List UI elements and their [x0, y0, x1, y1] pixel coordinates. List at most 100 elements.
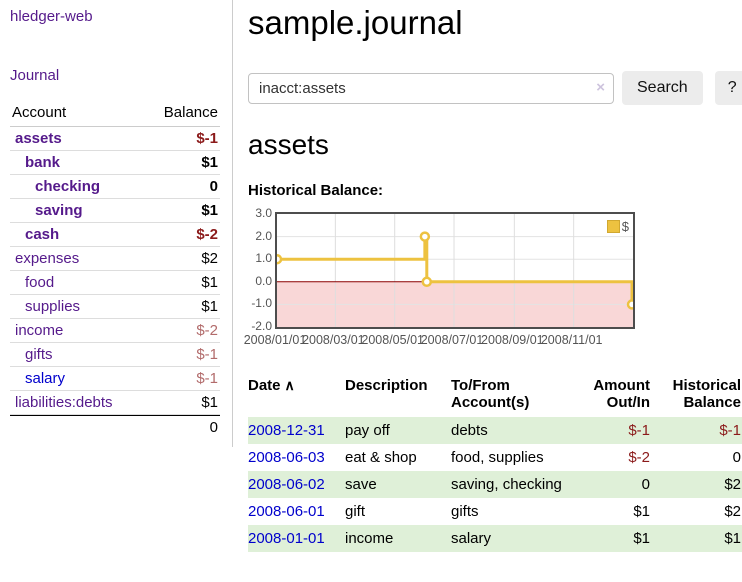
y-tick-label: 3.0 — [255, 206, 272, 220]
account-balance: $1 — [201, 394, 218, 411]
account-rows: assets $-1 bank $1 checking 0 saving $1 cash $-2 e… — [10, 127, 220, 415]
transaction-accounts: gifts — [451, 503, 479, 520]
account-table-header: Account Balance — [10, 100, 220, 127]
balance-column-header-register: Historical Balance — [672, 377, 741, 411]
transaction-balance: $2 — [724, 476, 741, 493]
account-row: cash $-2 — [10, 223, 220, 247]
account-balance: $-2 — [196, 322, 218, 339]
account-link-cash[interactable]: cash — [25, 226, 60, 243]
transaction-amount: $-2 — [628, 449, 650, 466]
account-link-checking[interactable]: checking — [35, 178, 101, 195]
account-row: liabilities:debts $1 — [10, 391, 220, 415]
account-link-saving[interactable]: saving — [35, 202, 83, 219]
chart-x-axis: 2008/01/01 2008/03/01 2008/05/01 2008/07/01… — [244, 333, 635, 349]
historical-balance-chart: 3.0 2.0 1.0 0.0 -1.0 -2.0 $ 2008/01/01 2008/03… — [244, 206, 742, 353]
search-bar: × Search ? — [248, 71, 742, 105]
account-column-header: Account — [12, 104, 67, 121]
transaction-accounts: salary — [451, 530, 492, 547]
account-row: checking 0 — [10, 175, 220, 199]
transaction-description: income — [345, 530, 394, 547]
sidebar: hledger-web Journal Account Balance asse… — [0, 0, 233, 447]
account-row: income $-2 — [10, 319, 220, 343]
amount-column-header: Amount Out/In — [593, 377, 650, 411]
x-tick-label: 2008/11/01 — [540, 333, 603, 347]
chart-svg — [277, 214, 633, 327]
account-link-salary[interactable]: salary — [25, 370, 66, 387]
account-balance: $-1 — [196, 346, 218, 363]
transaction-balance: $-1 — [719, 422, 741, 439]
page-title: sample.journal — [248, 4, 463, 41]
account-balance: 0 — [209, 178, 218, 195]
transaction-date-link[interactable]: 2008-06-01 — [248, 503, 325, 520]
account-balance-table: Account Balance assets $-1 bank $1 checking 0… — [10, 100, 220, 439]
clear-search-icon[interactable]: × — [596, 78, 605, 96]
main-content: sample.journal × Search ? assets Histori… — [244, 0, 742, 552]
account-link-gifts[interactable]: gifts — [25, 346, 53, 363]
balance-column-header: Balance — [163, 104, 218, 121]
account-balance: $1 — [201, 154, 218, 171]
chart-plot-area[interactable]: $ — [275, 212, 635, 329]
register-header-row: Date ∧ Description To/From Account(s) Amo… — [248, 375, 742, 417]
account-balance: $1 — [201, 274, 218, 291]
account-link-food[interactable]: food — [25, 274, 55, 291]
register-table: Date ∧ Description To/From Account(s) Amo… — [248, 375, 742, 552]
x-tick-label: 2008/05/01 — [361, 333, 424, 347]
transaction-balance: $1 — [724, 530, 741, 547]
search-input[interactable] — [248, 72, 614, 104]
account-total-row: 0 — [10, 415, 220, 439]
account-link-supplies[interactable]: supplies — [25, 298, 81, 315]
account-row: gifts $-1 — [10, 343, 220, 367]
transaction-description: eat & shop — [345, 449, 417, 466]
transaction-description: gift — [345, 503, 366, 520]
account-link-bank[interactable]: bank — [25, 154, 61, 171]
y-tick-label: -1.0 — [251, 296, 272, 311]
y-tick-label: 0.0 — [255, 273, 272, 288]
x-tick-label: 2008/09/01 — [481, 333, 544, 347]
account-heading: assets — [248, 129, 329, 160]
account-row: bank $1 — [10, 151, 220, 175]
account-link-liabilities-debts[interactable]: liabilities:debts — [15, 394, 113, 411]
x-tick-label: 2008/03/01 — [302, 333, 365, 347]
accounts-column-header: To/From Account(s) — [451, 377, 530, 411]
y-tick-label: 1.0 — [255, 251, 272, 266]
legend-series-swatch — [606, 220, 620, 233]
account-balance: $-1 — [196, 130, 218, 147]
y-tick-label: -2.0 — [251, 319, 272, 333]
transaction-balance: 0 — [732, 449, 741, 466]
account-balance: $-1 — [196, 370, 218, 387]
app-brand-link[interactable]: hledger-web — [10, 8, 93, 25]
total-balance: 0 — [209, 419, 218, 436]
nav-journal-link[interactable]: Journal — [10, 67, 60, 84]
transaction-accounts: saving, checking — [451, 476, 562, 493]
transaction-date-link[interactable]: 2008-01-01 — [248, 530, 325, 547]
account-link-assets[interactable]: assets — [15, 130, 62, 147]
x-tick-label: 2008/01/01 — [243, 333, 307, 347]
transaction-date-link[interactable]: 2008-06-03 — [248, 449, 325, 466]
transaction-description: save — [345, 476, 377, 493]
account-row: food $1 — [10, 271, 220, 295]
register-row: 2008-01-01 income salary $1 $1 — [248, 525, 742, 552]
account-row: saving $1 — [10, 199, 220, 223]
account-row: expenses $2 — [10, 247, 220, 271]
register-row: 2008-12-31 pay off debts $-1 $-1 — [248, 417, 742, 444]
register-row: 2008-06-02 save saving, checking 0 $2 — [248, 471, 742, 498]
account-link-income[interactable]: income — [15, 322, 64, 339]
account-balance: $2 — [201, 250, 218, 267]
search-input-wrap: × — [248, 72, 614, 104]
chart-legend: $ — [606, 219, 629, 234]
transaction-amount: $-1 — [628, 422, 650, 439]
sort-asc-icon: ∧ — [284, 377, 295, 393]
help-button[interactable]: ? — [714, 71, 742, 105]
transaction-date-link[interactable]: 2008-12-31 — [248, 422, 325, 439]
account-row: assets $-1 — [10, 127, 220, 151]
description-column-header: Description — [345, 377, 428, 394]
sidebar-nav: Journal — [10, 67, 220, 85]
transaction-date-link[interactable]: 2008-06-02 — [248, 476, 325, 493]
register-row: 2008-06-03 eat & shop food, supplies $-2 0 — [248, 444, 742, 471]
account-balance: $-2 — [196, 226, 218, 243]
account-balance: $1 — [201, 202, 218, 219]
search-button[interactable]: Search — [622, 71, 703, 105]
account-link-expenses[interactable]: expenses — [15, 250, 80, 267]
transaction-balance: $2 — [724, 503, 741, 520]
date-column-header[interactable]: Date ∧ — [248, 377, 295, 394]
